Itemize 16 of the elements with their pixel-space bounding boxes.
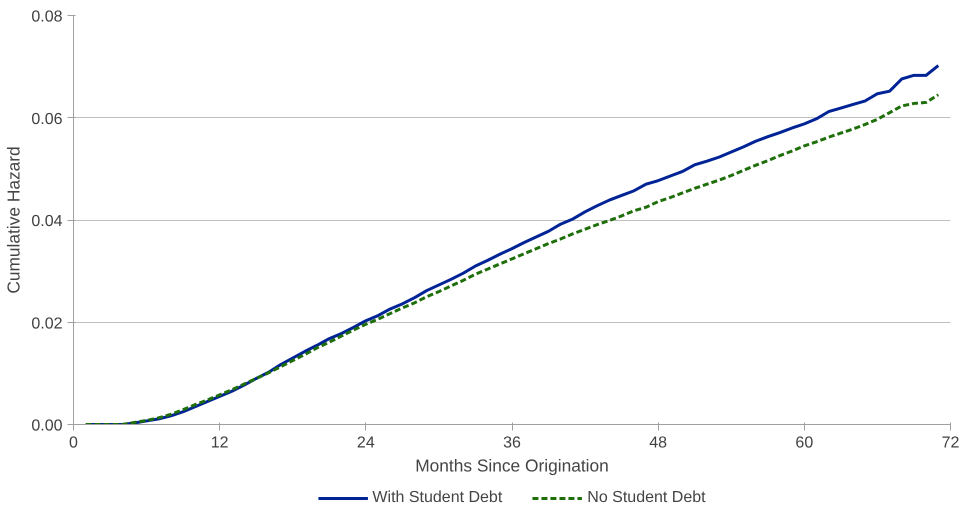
x-tick-label: 24 — [356, 434, 375, 452]
x-tick-label: 60 — [795, 434, 814, 452]
y-tick-label: 0.04 — [31, 213, 63, 230]
x-tick-label: 72 — [942, 434, 960, 452]
y-axis-title: Cumulative Hazard — [3, 146, 24, 294]
y-tick-label: 0.02 — [31, 315, 63, 332]
y-tick-label: 0.00 — [31, 418, 63, 434]
x-tick-label: 48 — [649, 434, 668, 452]
y-tick-label: 0.08 — [31, 8, 63, 26]
x-tick-label: 36 — [503, 434, 521, 452]
legend-label: No Student Debt — [587, 489, 706, 507]
x-axis-title: Months Since Origination — [415, 456, 609, 476]
y-tick-label: 0.06 — [31, 110, 63, 128]
x-tick-label: 12 — [210, 434, 229, 452]
x-tick-label: 0 — [69, 434, 78, 452]
legend-label: With Student Debt — [372, 489, 502, 507]
